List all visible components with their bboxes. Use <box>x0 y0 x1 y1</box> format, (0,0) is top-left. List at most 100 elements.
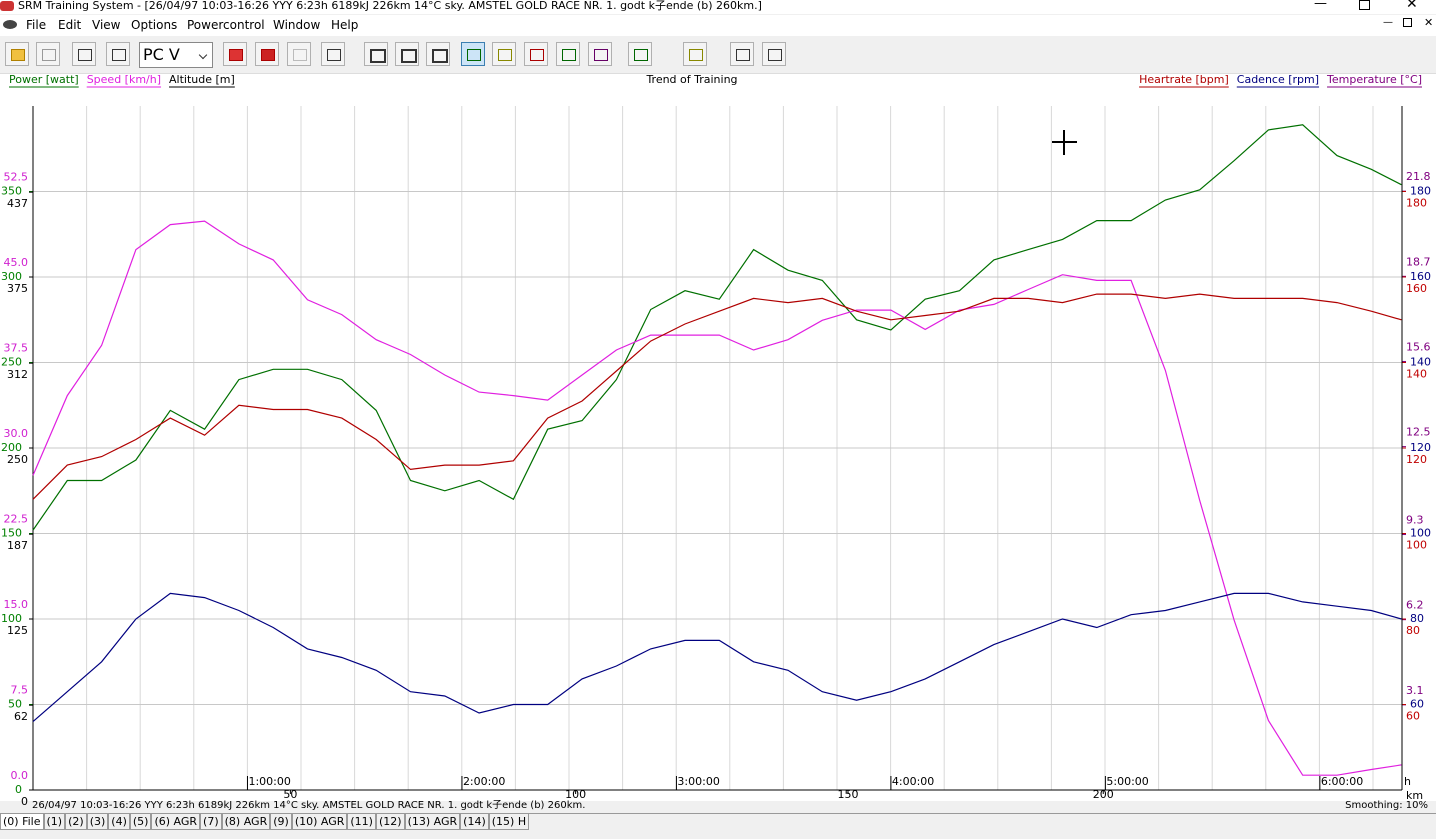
antenna-button[interactable] <box>762 42 786 66</box>
view-button[interactable] <box>364 42 388 66</box>
x2-tick-label: 200 <box>1093 788 1114 801</box>
graph-button[interactable] <box>556 42 580 66</box>
graph-button[interactable] <box>492 42 516 66</box>
print-button[interactable] <box>72 42 96 66</box>
y-tick-label: 15.0 <box>4 598 29 611</box>
y-tick-label: 80 <box>1410 612 1424 625</box>
y-tick-label: 60 <box>1406 710 1420 723</box>
view-button[interactable] <box>426 42 450 66</box>
y-tick-label: 60 <box>1410 698 1424 711</box>
y-tick-label: 100 <box>1410 527 1431 540</box>
y-tick-label: 140 <box>1410 356 1431 369</box>
tab[interactable]: (6) AGR <box>151 814 201 830</box>
tab[interactable]: (11) <box>347 814 376 830</box>
series-line <box>32 220 1402 776</box>
tab[interactable]: (10) AGR <box>291 814 348 830</box>
x-tick-label: 2:00:00 <box>463 775 505 788</box>
y-tick-label: 250 <box>7 453 28 466</box>
pc-su-button[interactable] <box>321 42 345 66</box>
x-tick-label: 3:00:00 <box>677 775 719 788</box>
reset-button[interactable] <box>287 42 311 66</box>
y-tick-label: 3.1 <box>1406 684 1424 697</box>
pc-button[interactable] <box>223 42 247 66</box>
y-tick-label: 52.5 <box>4 171 29 184</box>
tab[interactable]: (12) <box>375 814 405 830</box>
y-tick-label: 375 <box>7 282 28 295</box>
save-button[interactable] <box>36 42 60 66</box>
open-button[interactable] <box>5 42 29 66</box>
tab[interactable]: (7) <box>200 814 222 830</box>
x-axis-label: h <box>1404 775 1411 788</box>
menu-item[interactable]: Help <box>331 18 359 32</box>
histogram-button[interactable] <box>683 42 707 66</box>
y-tick-label: 150 <box>1 527 22 540</box>
y-tick-label: 120 <box>1406 453 1427 466</box>
legend-entry[interactable]: Altitude [m] <box>169 73 235 86</box>
y-tick-label: 80 <box>1406 624 1420 637</box>
tab[interactable]: (1) <box>43 814 66 830</box>
child-close[interactable]: ✕ <box>1424 16 1434 29</box>
y-tick-label: 18.7 <box>1406 255 1431 268</box>
child-restore[interactable] <box>1403 18 1412 27</box>
y-tick-label: 62 <box>14 710 28 723</box>
tab[interactable]: (13) AGR <box>404 814 461 830</box>
view-button[interactable] <box>395 42 419 66</box>
tab[interactable]: (4) <box>108 814 130 830</box>
menu-item[interactable]: File <box>26 18 47 32</box>
y-tick-label: 100 <box>1 612 22 625</box>
system-menu-icon[interactable] <box>3 20 17 29</box>
tab[interactable]: (15) H <box>488 814 530 830</box>
y-tick-label: 160 <box>1406 282 1427 295</box>
menu-item[interactable]: Options <box>131 18 178 32</box>
close-button[interactable]: ✕ <box>1406 0 1418 12</box>
graph-button[interactable] <box>461 42 485 66</box>
legend-entry[interactable]: Cadence [rpm] <box>1237 73 1319 86</box>
menu-item[interactable]: Edit <box>58 18 82 32</box>
tab[interactable]: (0) File <box>0 814 44 830</box>
tab-bar: (0) File (1) (2) (3) (4) (5) (6) AGR (7) (8) AGR… <box>0 813 1436 831</box>
y-tick-label: 7.5 <box>11 684 29 697</box>
legend-entry[interactable]: Heartrate [bpm] <box>1139 73 1229 86</box>
tab[interactable]: (5) <box>129 814 152 830</box>
legend-entry[interactable]: Speed [km/h] <box>87 73 161 86</box>
menu-item[interactable]: Window <box>273 18 321 32</box>
tab[interactable]: (14) <box>460 814 489 830</box>
y-tick-label: 0 <box>15 783 22 796</box>
scatter-button[interactable] <box>730 42 754 66</box>
maximize-button[interactable] <box>1359 0 1370 10</box>
download-button[interactable] <box>255 42 279 66</box>
y-tick-label: 9.3 <box>1406 514 1424 527</box>
graph-button[interactable] <box>524 42 548 66</box>
y-tick-label: 30.0 <box>4 427 29 440</box>
title-bar: SRM Training System - [26/04/97 10:03-16… <box>0 0 1436 14</box>
x-tick-label: 6:00:00 <box>1321 775 1363 788</box>
window-title: SRM Training System - [26/04/97 10:03-16… <box>18 0 762 12</box>
x-tick-label: 4:00:00 <box>892 775 934 788</box>
series-line <box>32 592 1402 723</box>
x2-axis-label: km <box>1406 789 1423 802</box>
y-tick-label: 0 <box>21 795 28 808</box>
graph-button[interactable] <box>628 42 652 66</box>
child-minimize[interactable]: — <box>1383 17 1393 28</box>
device-dropdown[interactable]: PC V <box>139 42 213 68</box>
y-tick-label: 160 <box>1410 270 1431 283</box>
series-line <box>32 124 1402 531</box>
chart-title: Trend of Training <box>645 73 737 86</box>
tab[interactable]: (8) AGR <box>221 814 271 830</box>
x2-tick-label: 50 <box>283 788 297 801</box>
y-tick-label: 100 <box>1406 539 1427 552</box>
graph-button[interactable] <box>588 42 612 66</box>
legend-entry[interactable]: Power [watt] <box>9 73 79 86</box>
menu-item[interactable]: View <box>92 18 121 32</box>
tab[interactable]: (2) <box>65 814 87 830</box>
tab[interactable]: (3) <box>86 814 109 830</box>
minimize-button[interactable]: — <box>1314 0 1327 11</box>
copy-button[interactable] <box>106 42 130 66</box>
y-tick-label: 50 <box>8 698 22 711</box>
menu-item[interactable]: Powercontrol <box>187 18 265 32</box>
series-line <box>32 293 1402 500</box>
y-tick-label: 180 <box>1406 197 1427 210</box>
legend-entry[interactable]: Temperature [°C] <box>1326 73 1422 86</box>
tab[interactable]: (9) <box>270 814 292 830</box>
